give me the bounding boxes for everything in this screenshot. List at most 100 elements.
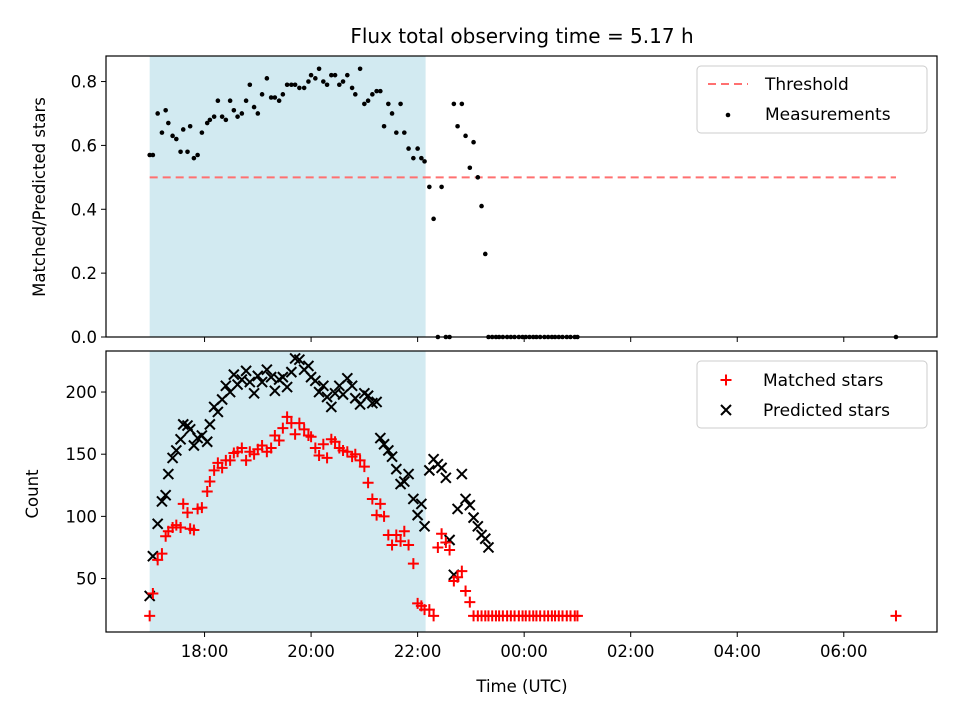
matched-star-marker (398, 525, 410, 537)
bottom-y-tick-label: 50 (76, 570, 97, 589)
measurement-point (362, 101, 367, 107)
predicted-star-marker (390, 463, 403, 475)
measurement-point (402, 130, 407, 135)
measurement-point (272, 95, 278, 100)
measurement-point (155, 111, 160, 116)
matched-star-markers (144, 411, 902, 622)
matched-star-marker (309, 442, 321, 454)
measurement-point (251, 104, 257, 110)
x-tick-label: 04:00 (713, 642, 761, 661)
predicted-star-marker (317, 380, 330, 392)
predicted-star-marker (411, 509, 424, 521)
measurement-point (284, 82, 290, 88)
measurement-point (479, 203, 484, 209)
count-panel: 50 100 150 200 18:00 20:00 22:00 00:00 02:00 04:… (23, 350, 938, 696)
legend-measurement-swatch (725, 112, 731, 118)
predicted-star-marker (378, 438, 390, 450)
measurement-point (187, 123, 193, 129)
matched-star-marker (208, 464, 220, 476)
measurement-point (406, 146, 411, 151)
measurement-point (365, 98, 371, 104)
predicted-star-marker (370, 396, 383, 408)
measurement-point (170, 133, 175, 139)
matched-star-marker (317, 438, 329, 450)
matched-star-marker (436, 528, 448, 540)
measurement-point (259, 92, 265, 97)
matched-star-marker (177, 498, 189, 510)
x-axis-label: Time (UTC) (475, 677, 567, 696)
matched-star-marker (321, 452, 333, 464)
predicted-star-marker (269, 385, 281, 397)
measurement-point (439, 184, 444, 190)
measurement-point (353, 92, 358, 97)
matched-star-marker (240, 454, 252, 466)
top-y-tick-label: 0.4 (71, 200, 97, 219)
matched-star-marker (216, 462, 228, 474)
measurement-point (191, 155, 197, 161)
measurement-point (381, 123, 387, 129)
measurement-point (378, 88, 383, 94)
measurement-point (337, 82, 342, 88)
bottom-y-tick-label: 150 (66, 445, 98, 464)
predicted-star-marker (451, 503, 464, 515)
measurement-point (227, 98, 233, 104)
predicted-star-marker (265, 371, 277, 383)
measurement-point (482, 251, 488, 257)
matched-star-marker (188, 524, 200, 536)
predicted-star-marker (407, 493, 420, 505)
measurement-point (247, 82, 253, 88)
predicted-star-marker (281, 381, 293, 393)
legend-measurement-label: Measurements (765, 105, 891, 125)
legend-predicted-marker (720, 404, 732, 416)
predicted-star-marker (236, 373, 248, 386)
matched-star-marker (386, 539, 398, 551)
bottom-legend: Matched stars Predicted stars (696, 360, 928, 429)
measurement-point (394, 130, 399, 135)
predicted-star-marker (464, 499, 476, 511)
predicted-star-marker (277, 371, 289, 383)
predicted-star-marker (248, 387, 260, 399)
measurement-point (150, 152, 156, 158)
measurement-point (471, 139, 476, 145)
top-y-tick-label: 0.8 (71, 73, 97, 92)
predicted-star-marker (321, 391, 333, 403)
measurement-point (255, 111, 261, 116)
measurement-point (324, 82, 330, 88)
predicted-star-marker (346, 380, 358, 392)
matched-star-marker (329, 436, 341, 448)
predicted-star-marker (382, 444, 395, 457)
matched-star-marker (423, 604, 435, 616)
predicted-star-marker (204, 418, 216, 431)
measurement-point (340, 79, 346, 84)
measurement-point (243, 98, 249, 104)
top-y-axis-label: Matched/Predicted stars (30, 97, 49, 297)
top-y-tick-label: 0.2 (71, 264, 97, 283)
predicted-star-marker (415, 498, 428, 510)
matched-star-marker (460, 585, 472, 597)
matched-star-marker (354, 454, 366, 466)
predicted-star-marker (285, 366, 298, 378)
matched-star-marker (277, 422, 289, 434)
predicted-star-marker (201, 436, 213, 448)
predicted-star-marker (402, 468, 415, 480)
bottom-legend-box (696, 360, 928, 429)
predicted-star-marker (423, 464, 436, 477)
measurement-point (306, 79, 311, 84)
measurement-point (398, 101, 403, 107)
matched-star-marker (341, 446, 353, 458)
measurement-point (289, 82, 294, 88)
matched-star-marker (571, 610, 583, 622)
matched-star-marker (265, 442, 277, 454)
measurement-point (292, 82, 298, 88)
predicted-star-marker (244, 376, 256, 388)
measurement-point (463, 133, 468, 139)
predicted-star-marker (418, 520, 431, 533)
matched-star-marker (182, 507, 194, 519)
matched-star-marker (144, 610, 156, 622)
x-tick-label: 02:00 (607, 642, 655, 661)
matched-star-marker (289, 428, 301, 440)
matched-star-marker (256, 439, 268, 451)
measurement-point (415, 146, 420, 151)
measurement-point (431, 216, 436, 222)
predicted-star-marker (398, 475, 411, 488)
